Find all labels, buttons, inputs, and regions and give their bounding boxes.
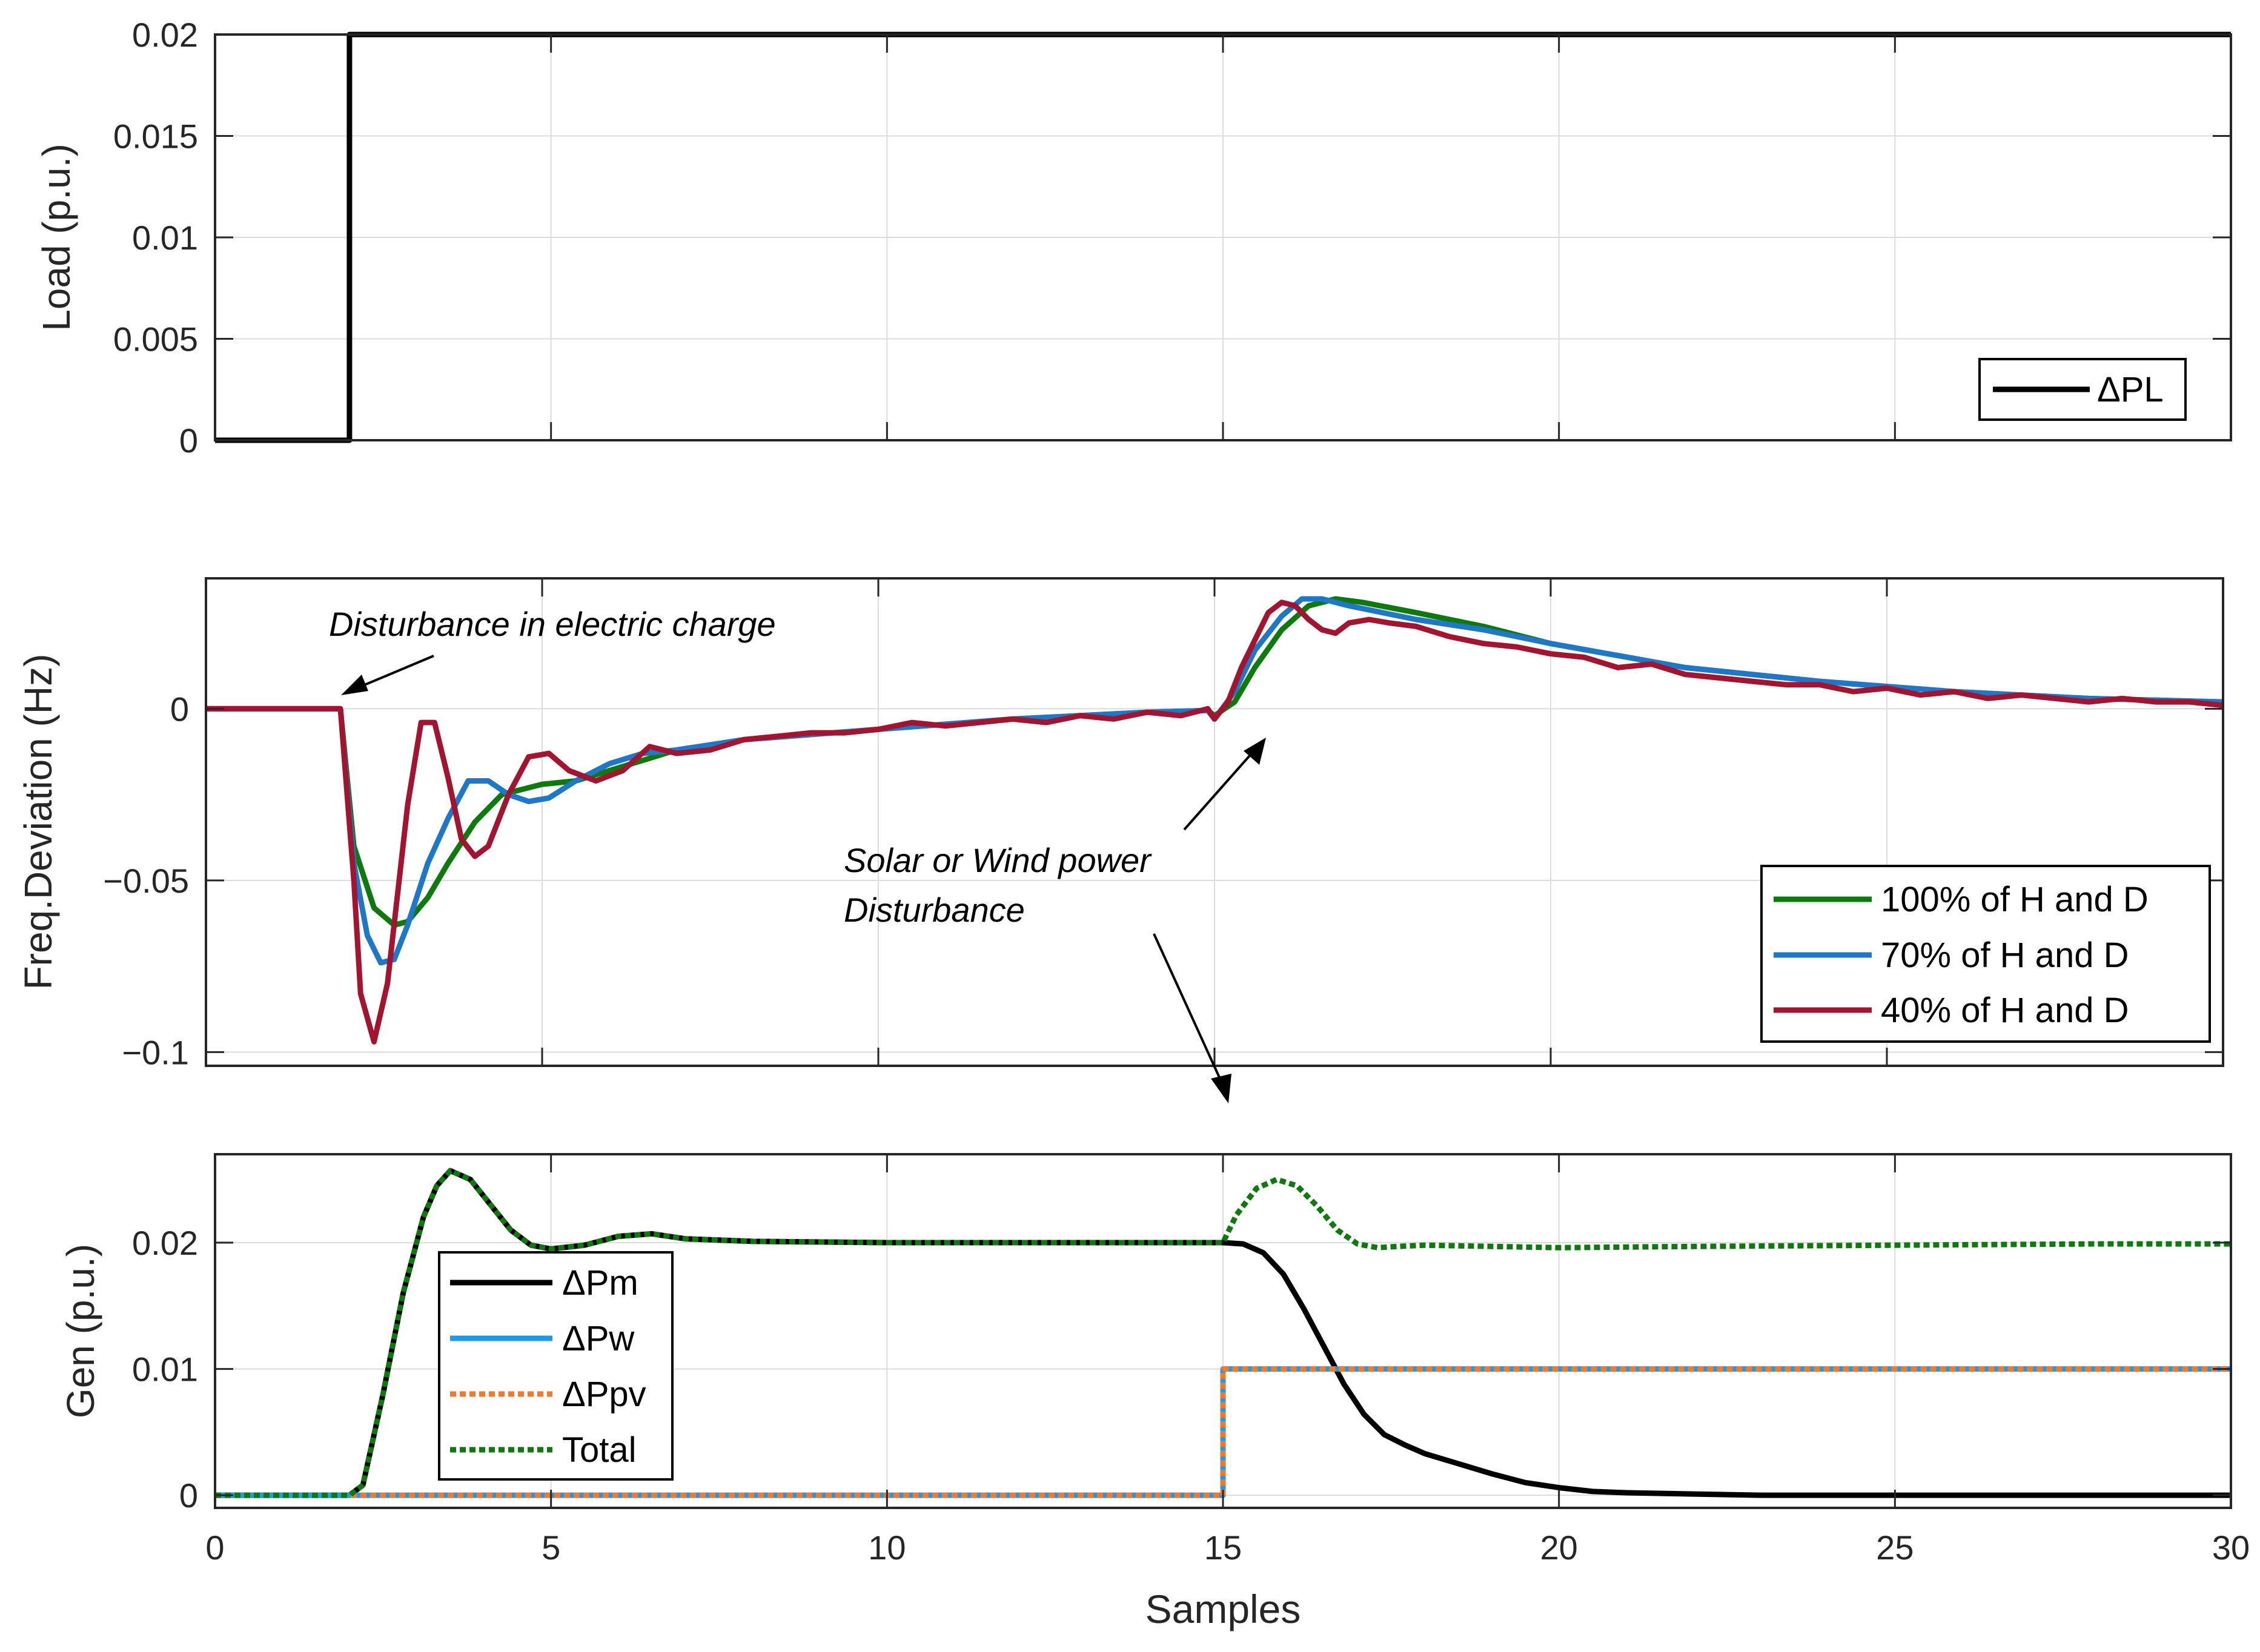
load-ytick-label: 0 (179, 421, 198, 460)
gen-xtick-label: 25 (1876, 1528, 1914, 1567)
legend-label-70: 70% of H and D (1881, 936, 2129, 975)
arrowhead-electric-charge (341, 675, 368, 695)
annotation-solar-wind-2: Disturbance (844, 891, 1025, 929)
load-ticks: 0 0.005 0.01 0.015 0.02 (113, 16, 2232, 460)
gen-xtick-label: 10 (868, 1528, 906, 1567)
annotation-solar-wind-1: Solar or Wind power (844, 841, 1152, 879)
load-ytick-label: 0.01 (132, 219, 198, 257)
gen-xtick-label: 15 (1204, 1528, 1242, 1567)
gen-xtick-label: 5 (542, 1528, 560, 1567)
freq-legend: 100% of H and D 70% of H and D 40% of H … (1760, 865, 2211, 1043)
legend-label-dppv: ΔPpv (562, 1375, 646, 1414)
freq-ytick-label: −0.1 (122, 1033, 189, 1071)
gen-xtick-label: 0 (205, 1528, 224, 1567)
gen-legend-box (438, 1251, 674, 1481)
arrowhead-solar-wind-up (1244, 738, 1266, 765)
legend-label-total: Total (562, 1430, 637, 1470)
gen-series-total (215, 1168, 2231, 1498)
freq-series-40-of-h-and-d (206, 600, 2224, 1045)
freq-ytick-label: 0 (170, 690, 189, 728)
gen-xtick-label: 30 (2212, 1528, 2250, 1567)
gen-xlabel: Samples (1145, 1587, 1301, 1631)
load-legend: ΔPL (1978, 358, 2187, 421)
gen-ticks: 0 5 10 15 20 25 30 0 0.01 0.02 (132, 1154, 2250, 1567)
freq-panel: −0.1 −0.05 0 Freq.Deviation (Hz) Disturban… (16, 577, 2224, 1103)
load-ytick-label: 0.015 (113, 117, 198, 156)
load-panel: 0 0.005 0.01 0.015 0.02 Load (p.u.) ΔPL (35, 16, 2232, 460)
legend-label-100: 100% of H and D (1881, 880, 2149, 919)
gen-ylabel: Gen (p.u.) (59, 1244, 102, 1418)
freq-ticks: −0.1 −0.05 0 (103, 578, 2224, 1071)
gen-legend: ΔPm ΔPw ΔPpv Total (438, 1251, 674, 1481)
annotation-electric-charge: Disturbance in electric charge (329, 605, 776, 643)
freq-ytick-label: −0.05 (103, 862, 189, 900)
load-ylabel: Load (p.u.) (35, 144, 78, 331)
gen-xtick-label: 20 (1540, 1528, 1578, 1567)
freq-ylabel: Freq.Deviation (Hz) (16, 654, 60, 990)
arrow-solar-wind-up (1183, 750, 1255, 831)
legend-label-dpw: ΔPw (562, 1319, 635, 1358)
gen-series-ppv (215, 1366, 2231, 1498)
arrow-solar-wind-down (1153, 933, 1224, 1085)
legend-label-dpl: ΔPL (2097, 370, 2164, 409)
gen-ytick-label: 0.02 (132, 1224, 198, 1262)
legend-label-40: 40% of H and D (1881, 991, 2129, 1030)
freq-series (206, 596, 2224, 1045)
gen-ytick-label: 0.01 (132, 1350, 198, 1389)
load-ytick-label: 0.02 (132, 16, 198, 54)
gen-ytick-label: 0 (179, 1476, 198, 1515)
legend-label-dpm: ΔPm (562, 1263, 638, 1303)
gen-series (215, 1168, 2231, 1498)
gen-panel: 0 5 10 15 20 25 30 0 0.01 0.02 Gen (p.u.) Samples… (59, 1153, 2250, 1631)
load-ytick-label: 0.005 (113, 320, 198, 358)
arrowhead-solar-wind-down (1211, 1074, 1231, 1103)
